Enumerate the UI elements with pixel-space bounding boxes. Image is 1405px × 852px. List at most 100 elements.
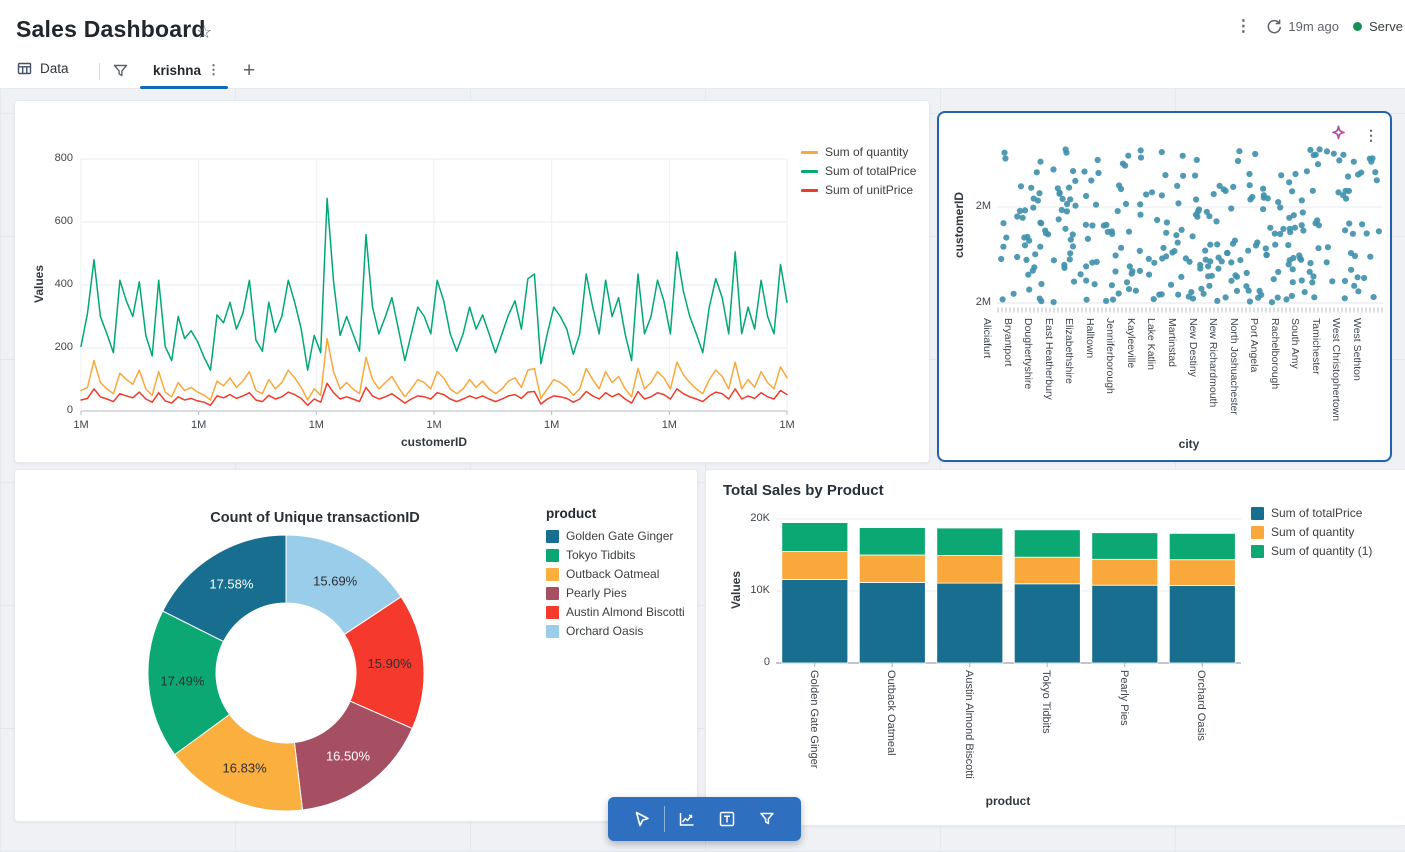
x-tick-label: Bryantport xyxy=(1001,318,1014,367)
legend-label: Sum of quantity xyxy=(1271,525,1355,539)
x-tick-label: Kayleeville xyxy=(1124,318,1137,369)
x-tick-label: Elizabethshire xyxy=(1063,318,1076,384)
line-chart-canvas[interactable] xyxy=(15,101,931,464)
x-tick-label: Orchard Oasis xyxy=(1195,670,1208,741)
x-tick-label: Martinstad xyxy=(1166,318,1178,368)
legend-swatch-icon xyxy=(546,529,559,543)
donut-chart-canvas[interactable]: 15.69% 15.90% 16.50% 16.83% 17.49% 17.58% xyxy=(15,470,699,823)
legend-label: Sum of totalPrice xyxy=(825,164,917,178)
refresh-icon[interactable] xyxy=(1265,18,1282,35)
y-tick-label: 10K xyxy=(750,584,770,596)
y-tick-label: 2M xyxy=(975,296,991,308)
y-tick-label: 600 xyxy=(54,215,73,227)
legend-item[interactable]: Sum of totalPrice xyxy=(801,164,916,178)
x-tick-label: 1M xyxy=(661,419,677,431)
legend-swatch-icon xyxy=(546,548,559,562)
tab-kebab-icon[interactable]: ⋮ xyxy=(207,62,220,77)
legend-label: Sum of unitPrice xyxy=(825,183,914,197)
x-tick-label: Aliciafurt xyxy=(981,318,993,359)
header: Sales Dashboard ☆ ⋮ 19m ago Serve xyxy=(0,0,1405,56)
bar-chart-legend: Sum of totalPrice Sum of quantity Sum of q… xyxy=(1251,506,1372,558)
status-dot xyxy=(1353,22,1362,31)
svg-text:15.90%: 15.90% xyxy=(368,656,413,671)
line-chart-card: Values customerID 0 200 400 600 800 1M 1M 1M 1M 1… xyxy=(14,100,930,463)
svg-text:17.58%: 17.58% xyxy=(209,577,254,592)
x-tick-label: 1M xyxy=(308,419,324,431)
x-tick-label: Tokyo Tidbits xyxy=(1040,670,1053,734)
legend-item[interactable]: Austin Almond Biscotti xyxy=(546,605,685,619)
line-x-axis-title: customerID xyxy=(400,435,468,449)
svg-text:15.69%: 15.69% xyxy=(313,573,358,588)
dashboard-canvas: Values customerID 0 200 400 600 800 1M 1M 1M 1M 1… xyxy=(0,89,1405,852)
sparkle-icon[interactable] xyxy=(1329,123,1348,147)
table-icon xyxy=(17,61,32,76)
add-filter-button[interactable] xyxy=(747,797,787,841)
x-tick-label: West Sethton xyxy=(1351,318,1363,381)
floating-toolbar xyxy=(608,797,801,841)
x-tick-label: Tamichester xyxy=(1309,318,1322,375)
header-kebab-icon[interactable]: ⋮ xyxy=(1235,17,1252,35)
y-tick-label: 2M xyxy=(975,200,991,212)
x-tick-label: North Joshuachester xyxy=(1227,318,1240,415)
x-tick-label: Doughertyshire xyxy=(1022,318,1035,390)
filter-icon[interactable] xyxy=(112,62,129,84)
server-status-label: Serve xyxy=(1369,19,1403,34)
scatter-x-axis-title: city xyxy=(1178,437,1200,451)
scatter-chart-canvas[interactable] xyxy=(939,113,1390,460)
x-tick-label: New Richardmouth xyxy=(1207,318,1220,408)
x-tick-label: East Heatherbury xyxy=(1042,318,1055,400)
tab-data[interactable]: Data xyxy=(17,61,69,76)
tab-separator xyxy=(99,63,100,80)
pointer-tool-button[interactable] xyxy=(622,797,662,841)
x-tick-label: New Destiny xyxy=(1186,318,1199,377)
active-tab-underline xyxy=(140,86,228,89)
legend-item[interactable]: Orchard Oasis xyxy=(546,624,685,638)
y-tick-label: 0 xyxy=(763,656,770,668)
tab-krishna[interactable]: krishna xyxy=(153,63,202,78)
legend-item[interactable]: Golden Gate Ginger xyxy=(546,529,685,543)
tab-data-label: Data xyxy=(40,61,69,76)
y-tick-label: 200 xyxy=(54,341,73,353)
legend-label: Pearly Pies xyxy=(566,586,627,600)
legend-swatch-icon xyxy=(801,150,818,154)
bar-chart-canvas[interactable] xyxy=(706,470,1405,827)
favorite-star-icon[interactable]: ☆ xyxy=(196,22,213,42)
legend-item[interactable]: Tokyo Tidbits xyxy=(546,548,685,562)
bar-x-axis-title: product xyxy=(985,794,1031,808)
donut-legend-title: product xyxy=(546,506,597,521)
svg-text:16.50%: 16.50% xyxy=(326,749,371,764)
legend-item[interactable]: Pearly Pies xyxy=(546,586,685,600)
svg-text:16.83%: 16.83% xyxy=(223,760,268,775)
legend-label: Orchard Oasis xyxy=(566,624,644,638)
svg-text:17.49%: 17.49% xyxy=(160,674,205,689)
bar-chart-title: Total Sales by Product xyxy=(723,482,884,499)
add-text-button[interactable] xyxy=(707,797,747,841)
legend-item[interactable]: Sum of quantity xyxy=(1251,525,1372,539)
legend-swatch-icon xyxy=(546,586,559,600)
legend-item[interactable]: Sum of unitPrice xyxy=(801,183,916,197)
legend-swatch-icon xyxy=(546,624,559,638)
legend-swatch-icon xyxy=(1251,506,1264,520)
legend-swatch-icon xyxy=(1251,544,1264,558)
x-tick-label: South Amy xyxy=(1289,318,1302,369)
legend-item[interactable]: Outback Oatmeal xyxy=(546,567,685,581)
x-tick-label: 1M xyxy=(73,419,89,431)
add-tab-button[interactable]: + xyxy=(243,59,256,82)
x-tick-label: 1M xyxy=(544,419,560,431)
legend-item[interactable]: Sum of quantity (1) xyxy=(1251,544,1372,558)
legend-swatch-icon xyxy=(1251,525,1264,539)
x-tick-label: 1M xyxy=(191,419,207,431)
x-tick-label: West Christophertown xyxy=(1330,318,1343,422)
scatter-kebab-icon[interactable]: ⋮ xyxy=(1364,127,1378,143)
legend-label: Sum of totalPrice xyxy=(1271,506,1363,520)
add-chart-button[interactable] xyxy=(667,797,707,841)
donut-chart-title: Count of Unique transactionID xyxy=(210,510,420,526)
legend-swatch-icon xyxy=(546,567,559,581)
y-tick-label: 20K xyxy=(750,512,770,524)
legend-swatch-icon xyxy=(546,605,559,619)
x-tick-label: Pearly Pies xyxy=(1117,670,1130,726)
legend-item[interactable]: Sum of quantity xyxy=(801,145,916,159)
scatter-chart-card[interactable]: ⋮ customerID city 2M 2M Aliciafurt Bryantpo… xyxy=(937,111,1392,462)
legend-item[interactable]: Sum of totalPrice xyxy=(1251,506,1372,520)
